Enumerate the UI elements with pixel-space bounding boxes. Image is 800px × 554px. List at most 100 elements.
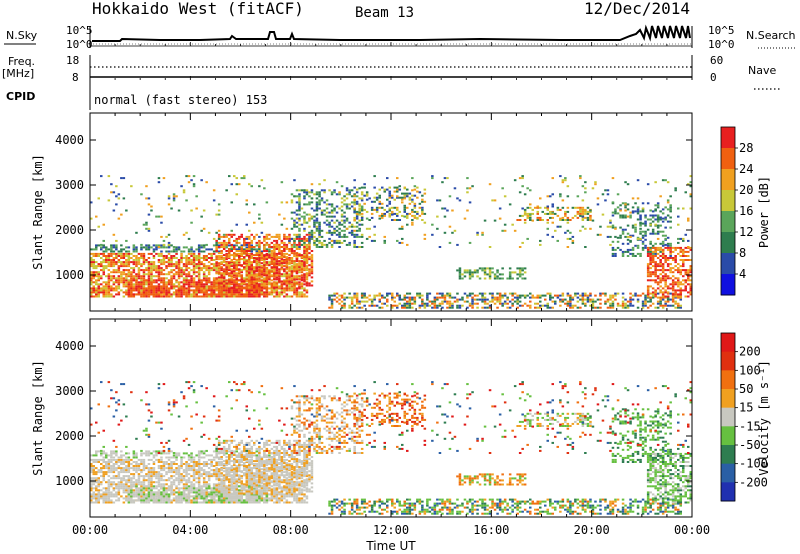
- velocity-data-cell: [90, 489, 93, 492]
- power-data-cell: [215, 261, 218, 264]
- power-data-cell: [137, 283, 141, 286]
- power-data-cell: [230, 291, 234, 294]
- power-data-cell: [471, 300, 474, 303]
- power-data-cell: [253, 266, 256, 269]
- power-data-cell: [621, 250, 625, 253]
- power-data-cell: [303, 278, 306, 281]
- power-data-cell: [215, 256, 218, 259]
- power-data-cell: [559, 298, 562, 301]
- power-data-cell: [190, 246, 193, 249]
- power-data-cell: [162, 259, 166, 261]
- power-data-cell: [491, 298, 494, 301]
- power-data-cell: [386, 292, 389, 295]
- power-data-cell: [343, 215, 346, 218]
- power-data-cell: [611, 226, 615, 229]
- power-data-cell: [609, 235, 612, 238]
- power-data-cell: [586, 212, 590, 215]
- power-data-cell: [636, 212, 640, 215]
- power-data-cell: [240, 271, 244, 274]
- power-data-cell: [584, 227, 587, 230]
- power-data-cell: [679, 265, 683, 268]
- power-data-cell: [313, 221, 316, 224]
- power-data-cell: [177, 293, 181, 296]
- power-data-cell: [646, 289, 650, 292]
- power-data-cell: [669, 248, 672, 251]
- power-data-cell: [243, 241, 246, 244]
- power-data-cell: [185, 175, 188, 178]
- power-data-cell: [225, 272, 228, 275]
- power-data-cell: [569, 219, 572, 221]
- power-data-cell: [626, 238, 630, 241]
- power-data-cell: [350, 195, 354, 198]
- power-data-cell: [308, 270, 311, 273]
- power-data-cell: [155, 281, 158, 284]
- power-data-cell: [243, 175, 246, 178]
- power-data-cell: [616, 236, 620, 239]
- power-data-cell: [120, 261, 123, 264]
- power-data-cell: [222, 291, 226, 294]
- power-data-cell: [569, 304, 572, 307]
- power-data-cell: [659, 218, 662, 221]
- power-data-cell: [217, 295, 221, 298]
- power-data-cell: [549, 210, 552, 213]
- power-data-cell: [165, 261, 168, 264]
- velocity-data-cell: [97, 450, 101, 453]
- power-data-cell: [248, 274, 251, 277]
- power-data-cell: [105, 293, 108, 296]
- power-data-cell: [283, 217, 286, 220]
- power-data-cell: [192, 277, 196, 280]
- velocity-data-cell: [115, 493, 118, 496]
- power-data-cell: [202, 293, 206, 296]
- power-data-cell: [278, 246, 281, 248]
- power-data-cell: [117, 259, 121, 261]
- power-data-cell: [240, 278, 244, 281]
- power-data-cell: [147, 261, 151, 264]
- power-data-cell: [619, 248, 622, 251]
- power-data-cell: [197, 248, 201, 251]
- power-data-cell: [340, 197, 344, 200]
- power-data-cell: [165, 281, 168, 284]
- power-data-cell: [684, 271, 688, 274]
- power-data-cell: [248, 284, 251, 287]
- power-data-cell: [110, 271, 113, 274]
- power-data-cell: [122, 263, 126, 266]
- power-data-cell: [584, 294, 587, 297]
- power-data-cell: [225, 287, 228, 290]
- power-data-cell: [654, 291, 657, 294]
- power-data-cell: [165, 267, 168, 270]
- velocity-data-cell: [90, 469, 93, 472]
- power-data-cell: [476, 302, 479, 305]
- power-data-cell: [157, 291, 161, 294]
- power-data-cell: [649, 257, 652, 259]
- power-data-cell: [305, 278, 309, 281]
- power-data-cell: [521, 241, 524, 244]
- power-data-cell: [355, 292, 359, 295]
- power-data-cell: [350, 201, 354, 204]
- power-data-cell: [283, 248, 286, 250]
- power-data-cell: [180, 293, 183, 296]
- power-data-cell: [120, 252, 123, 255]
- power-data-cell: [375, 208, 379, 211]
- power-data-cell: [325, 231, 329, 234]
- power-data-cell: [687, 183, 690, 186]
- power-data-cell: [599, 225, 602, 228]
- velocity-data-cell: [117, 456, 121, 459]
- power-data-cell: [305, 252, 309, 255]
- power-data-cell: [666, 300, 670, 303]
- power-data-cell: [666, 214, 670, 217]
- power-data-cell: [270, 252, 274, 255]
- power-data-cell: [270, 235, 274, 238]
- power-data-cell: [177, 281, 181, 284]
- power-data-cell: [112, 250, 116, 253]
- power-data-cell: [624, 306, 627, 309]
- power-data-cell: [666, 295, 670, 298]
- power-data-cell: [288, 285, 291, 288]
- power-data-cell: [446, 292, 449, 295]
- velocity-data-cell: [175, 452, 178, 455]
- power-data-cell: [656, 306, 660, 309]
- power-data-cell: [122, 277, 126, 280]
- power-data-cell: [666, 201, 670, 204]
- power-data-cell: [466, 187, 469, 190]
- velocity-data-cell: [155, 450, 158, 453]
- power-data-cell: [401, 306, 404, 309]
